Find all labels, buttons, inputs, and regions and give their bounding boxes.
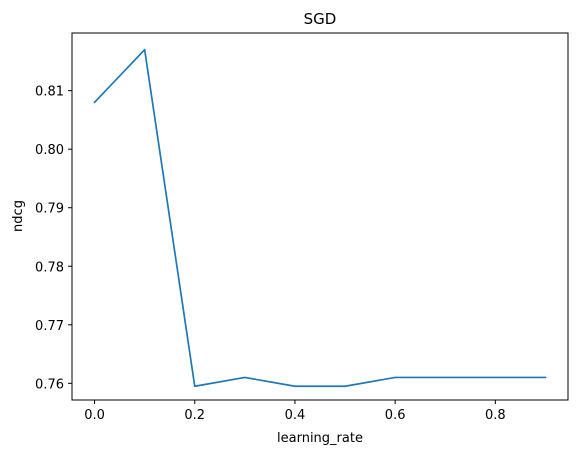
y-tick-label: 0.77 [35, 319, 64, 334]
x-tick-label: 0.6 [385, 408, 406, 423]
y-tick-label: 0.79 [35, 202, 64, 217]
x-tick-label: 0.4 [285, 408, 306, 423]
x-tick-label: 0.0 [84, 408, 105, 423]
x-tick-label: 0.8 [485, 408, 506, 423]
plot-area [93, 48, 547, 388]
y-tick-label: 0.76 [35, 377, 64, 392]
series-line [93, 48, 547, 388]
y-tick-label: 0.78 [35, 260, 64, 275]
y-tick-label: 0.80 [35, 143, 64, 158]
y-axis-label: ndcg [11, 200, 26, 232]
y-tick-label: 0.81 [35, 85, 64, 100]
chart-title: SGD [304, 10, 337, 28]
axes-frame [71, 32, 569, 401]
x-tick-label: 0.2 [184, 408, 205, 423]
x-axis-label: learning_rate [277, 431, 363, 446]
